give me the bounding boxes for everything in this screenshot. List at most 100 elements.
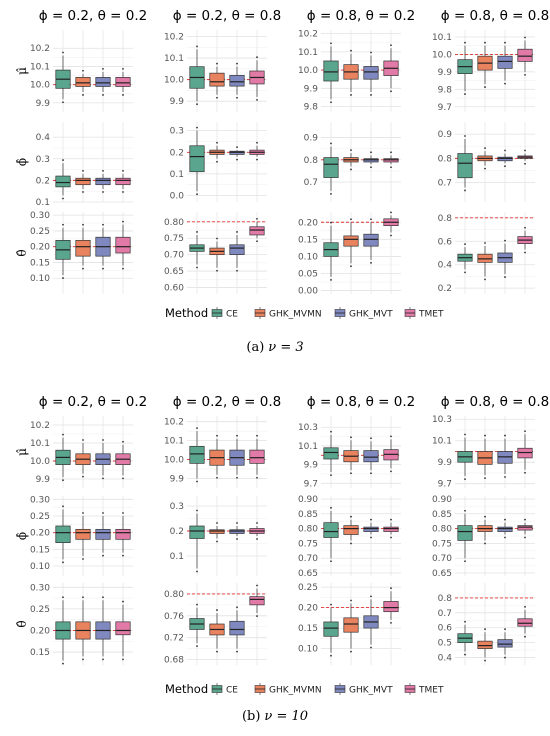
outlier-point [464,560,466,563]
outlier-point [196,427,198,430]
caption-text: ν = 10 [264,709,308,724]
boxplot-ghk_mvmn [75,512,91,560]
boxplot-ghk_mvt [95,169,111,193]
outlier-point [330,506,332,509]
box [209,529,225,534]
outlier-point [504,165,506,168]
column-title: ϕ = 0.8, θ = 0.2 [307,394,415,410]
outlier-point [484,242,486,244]
caption-prefix: (a) [246,340,264,355]
y-tick-label: 0.00 [298,287,318,297]
y-tick-label: 0.70 [432,554,452,564]
outlier-point [524,251,526,254]
y-tick-label: 10.3 [432,415,452,425]
boxplot-ghk_mvmn [75,223,91,270]
boxplot-ghk_mvmn [343,515,359,545]
outlier-point [216,434,218,437]
legend-key-tmet: TMET [404,683,444,696]
column-title: ϕ = 0.8, θ = 0.2 [307,8,415,24]
legend-label: GHK_MVT [349,310,393,320]
box [249,449,265,464]
outlier-point [330,192,332,195]
panel-caption: (b) ν = 10 [242,709,308,724]
outlier-point [62,197,64,200]
caption-prefix: (b) [242,709,260,724]
y-tick-label: 0.68 [164,656,184,666]
boxplot-ce [457,509,473,563]
boxplot-ghk_mvmn [75,596,91,661]
outlier-point [464,93,466,95]
facet-cell: 0.10 0.15 0.20 0.25 0.30 θ̂ [15,211,133,294]
y-tick-label: 9.8 [304,103,319,113]
y-tick-label: 0.20 [30,626,50,636]
box [517,525,533,531]
boxplot-tmet [383,435,399,473]
y-tick-label: 0.15 [30,648,50,658]
box [115,236,131,254]
boxplot-ghk_mvmn [477,434,493,480]
outlier-point [102,596,104,599]
y-tick-label: 10.1 [298,48,318,58]
outlier-point [484,477,486,480]
outlier-point [484,147,486,149]
y-tick-label: 0.80 [164,218,184,228]
boxplot-tmet [249,217,265,243]
boxplot-ghk_mvmn [477,242,493,281]
outlier-point [196,570,198,573]
legend: Method CE GHK_MVMN GHK_MVT TMET [165,682,444,696]
column-title: ϕ = 0.8, θ = 0.8 [441,394,549,410]
column-title: ϕ = 0.2, θ = 0.2 [39,8,147,24]
outlier-point [122,440,124,443]
boxplot-ghk_mvmn [343,49,359,96]
legend-label: TMET [418,686,444,696]
y-tick-label: 10.1 [432,33,452,43]
legend-title: Method [165,682,208,696]
row-label: μ̂ [15,448,29,456]
outlier-point [524,471,526,474]
y-tick-label: 10.2 [30,44,50,54]
outlier-point [102,477,104,480]
y-tick-label: 0.4 [36,133,51,143]
box [75,528,91,540]
outlier-point [484,515,486,518]
boxplot-ghk_mvt [363,437,379,475]
boxplot-ce [457,135,473,192]
boxplot-ce [457,243,473,274]
legend-label: TMET [418,310,444,320]
outlier-point [216,522,218,524]
outlier-point [62,433,64,436]
column-title: ϕ = 0.8, θ = 0.8 [441,8,549,24]
boxplot-ghk_mvmn [75,439,91,478]
y-tick-label: 0.15 [298,624,318,634]
box [517,618,533,627]
facet-cell: 0.1 0.2 0.3 0.4 ϕ̂ [15,122,133,208]
outlier-point [256,141,258,144]
outlier-point [390,166,392,169]
y-tick-label: 0.2 [36,176,50,186]
box [229,620,245,636]
outlier-point [484,278,486,281]
box [75,177,91,186]
box [497,526,513,532]
outlier-point [256,56,258,59]
outlier-point [62,277,64,279]
boxplot-ghk_mvt [497,239,513,278]
outlier-point [524,36,526,39]
boxplot-ghk_mvmn [477,515,493,545]
outlier-point [370,151,372,154]
outlier-point [196,45,198,48]
y-tick-label: 10.2 [164,32,184,42]
box [517,48,533,62]
y-tick-label: 0.65 [432,569,452,579]
outlier-point [330,430,332,433]
box [343,525,359,535]
y-tick-label: 9.7 [304,479,318,489]
y-tick-label: 9.8 [438,85,453,95]
y-tick-label: 10.0 [164,76,184,86]
outlier-point [504,476,506,478]
outlier-point [350,542,352,545]
outlier-point [350,149,352,152]
outlier-point [390,90,392,93]
outlier-point [256,538,258,540]
